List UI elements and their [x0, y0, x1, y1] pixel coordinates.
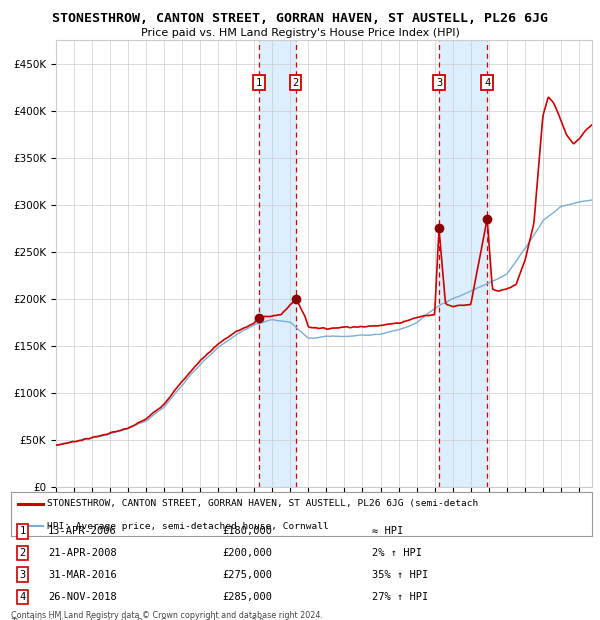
Text: 21-APR-2008: 21-APR-2008 [48, 548, 117, 558]
Text: 2: 2 [20, 548, 26, 558]
Text: 2: 2 [293, 78, 299, 87]
Text: Price paid vs. HM Land Registry's House Price Index (HPI): Price paid vs. HM Land Registry's House … [140, 28, 460, 38]
Text: 31-MAR-2016: 31-MAR-2016 [48, 570, 117, 580]
Bar [259, 40, 296, 487]
Text: STONESTHROW, CANTON STREET, GORRAN HAVEN, ST AUSTELL, PL26 6JG (semi-detach: STONESTHROW, CANTON STREET, GORRAN HAVEN… [47, 499, 478, 508]
Text: This data is licensed under the Open Government Licence v3.0.: This data is licensed under the Open Gov… [11, 618, 266, 620]
Text: 2% ↑ HPI: 2% ↑ HPI [372, 548, 422, 558]
Text: £200,000: £200,000 [222, 548, 272, 558]
Text: Contains HM Land Registry data © Crown copyright and database right 2024.: Contains HM Land Registry data © Crown c… [11, 611, 323, 620]
Text: 3: 3 [436, 78, 442, 87]
Text: 35% ↑ HPI: 35% ↑ HPI [372, 570, 428, 580]
Bar [439, 40, 487, 487]
Text: 27% ↑ HPI: 27% ↑ HPI [372, 592, 428, 602]
Text: STONESTHROW, CANTON STREET, GORRAN HAVEN, ST AUSTELL, PL26 6JG: STONESTHROW, CANTON STREET, GORRAN HAVEN… [52, 12, 548, 25]
Text: 26-NOV-2018: 26-NOV-2018 [48, 592, 117, 602]
Text: 3: 3 [20, 570, 26, 580]
Text: HPI: Average price, semi-detached house, Cornwall: HPI: Average price, semi-detached house,… [47, 522, 329, 531]
Text: 13-APR-2006: 13-APR-2006 [48, 526, 117, 536]
Text: £275,000: £275,000 [222, 570, 272, 580]
Text: £285,000: £285,000 [222, 592, 272, 602]
Text: ≈ HPI: ≈ HPI [372, 526, 403, 536]
Text: £180,000: £180,000 [222, 526, 272, 536]
Text: 1: 1 [20, 526, 26, 536]
Text: 4: 4 [484, 78, 490, 87]
Text: 1: 1 [256, 78, 262, 87]
Text: 4: 4 [20, 592, 26, 602]
